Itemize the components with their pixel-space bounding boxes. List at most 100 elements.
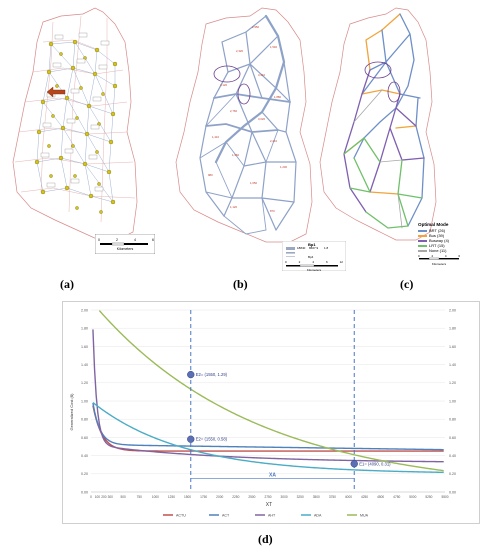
svg-text:4,120: 4,120 <box>220 83 227 87</box>
legend-entry: 1.8 <box>324 246 329 250</box>
x-tick-label: 2000 <box>216 495 223 499</box>
x-tick-label: 2750 <box>264 495 271 499</box>
series-line-act <box>92 402 444 451</box>
equilibrium-point-label: E2= (1550, 1.29) <box>196 372 228 377</box>
legend-row: Bus (39) <box>418 233 493 238</box>
y-tick-label-left: 1.60 <box>81 345 88 349</box>
x-tick-label: 4000 <box>345 495 352 499</box>
x-tick-label: 4750 <box>393 495 400 499</box>
equilibrium-point <box>187 370 195 379</box>
scalebar-graphic <box>419 257 459 260</box>
y-tick-label-right: 1.40 <box>449 363 456 367</box>
scale-tick: 4 <box>312 260 314 264</box>
network-links <box>199 14 297 235</box>
panel-d-chart: 0.00 0.20 0.40 0.60 0.80 1.00 1.20 1.40 1.60 1.80… <box>62 301 480 524</box>
y-tick-label-right: 0.40 <box>449 454 456 458</box>
x-tick-label: 500 <box>121 495 127 499</box>
svg-text:3,410: 3,410 <box>258 73 265 77</box>
panel-label-d: (d) <box>258 532 273 546</box>
legend-label: ACT <box>222 513 230 517</box>
legend-label: BRT (26) <box>429 228 446 233</box>
x-tick-label: 1000 <box>152 495 159 499</box>
legend-swatch <box>418 244 427 247</box>
x-tick-label: 2250 <box>232 495 239 499</box>
x-tick-label: 200 <box>101 495 107 499</box>
zone-centroid-markers <box>34 39 118 214</box>
y-tick-label-right: 2.00 <box>449 308 456 312</box>
svg-text:1,410: 1,410 <box>212 135 219 139</box>
x-tick-label: 2500 <box>248 495 255 499</box>
x-tick-label: 5000 <box>409 495 416 499</box>
legend-swatch <box>418 229 427 232</box>
chart-legend: ACTU ACT AHT ADA MUA <box>163 513 369 517</box>
y-tick-label-right: 1.00 <box>449 399 456 403</box>
zone-id-boxes <box>40 32 110 192</box>
legend-label: ADA <box>314 513 322 517</box>
svg-text:2,320: 2,320 <box>236 49 243 53</box>
svg-text:1,230: 1,230 <box>280 165 287 169</box>
x-tick-label: 300 <box>108 495 114 499</box>
legend-label: AHT <box>268 513 276 517</box>
x-tick-label: 5250 <box>425 495 432 499</box>
y-tick-label-left: 0.00 <box>81 490 88 494</box>
panel-c-map <box>319 7 437 241</box>
scale-tick: 6 <box>458 254 460 258</box>
svg-text:980: 980 <box>208 173 213 177</box>
scale-unit: Kilometers <box>116 247 134 251</box>
scale-tick: 12 <box>339 260 343 264</box>
y-tick-label-left: 1.80 <box>81 327 88 331</box>
panel-a-map <box>12 7 138 241</box>
y-tick-label-right: 1.20 <box>449 381 456 385</box>
svg-text:2,760: 2,760 <box>230 109 237 113</box>
legend-swatch <box>418 239 427 242</box>
highlight-ellipse <box>387 81 401 103</box>
panel-b-legend: Bp1 18840 8667.9 1.8 Bp4 0 2 4 6 12 Kilo… <box>281 240 347 272</box>
series-line-ada <box>92 401 444 474</box>
y-axis-title: Generalized Cost ($) <box>69 393 74 431</box>
y-tick-label-right: 1.80 <box>449 327 456 331</box>
scale-tick: 6 <box>325 260 328 264</box>
legend-label: MUA <box>360 513 369 517</box>
scale-tick: 2 <box>298 260 301 264</box>
series-lines <box>92 310 444 474</box>
x-tick-label: 100 <box>95 495 101 499</box>
region-outline <box>175 7 313 243</box>
scale-tick: 2 <box>116 238 118 242</box>
svg-text:2,210: 2,210 <box>270 139 277 143</box>
svg-text:3,020: 3,020 <box>258 117 265 121</box>
legend-row: BRT (26) <box>418 228 493 233</box>
equilibrium-point-label: E2= (1550, 0.58) <box>196 437 228 442</box>
highlight-ellipse <box>364 61 392 79</box>
y-tick-label-left: 1.00 <box>81 399 88 403</box>
legend-sub: Bp4 <box>308 255 314 259</box>
x-tick-label: 4500 <box>377 495 384 499</box>
x-tick-label: 1500 <box>184 495 191 499</box>
x-tick-label: 3250 <box>297 495 304 499</box>
scale-unit: Kilometers <box>306 267 322 272</box>
highlight-arrow-icon <box>46 86 66 98</box>
svg-text:1,960: 1,960 <box>232 153 239 157</box>
y-tick-label-left: 0.40 <box>81 454 88 458</box>
y-tick-label-left: 0.20 <box>81 472 88 476</box>
legend-label: None (11) <box>429 248 447 253</box>
scale-tick: 2 <box>431 254 434 258</box>
series-line-aht <box>92 329 444 463</box>
legend-label: Bus (39) <box>429 233 445 238</box>
y-tick-label-left: 1.40 <box>81 363 88 367</box>
legend-title: Bp1 <box>308 242 316 247</box>
x-tick-label: 3500 <box>313 495 320 499</box>
y-tick-label-right: 0.60 <box>449 436 456 440</box>
region-outline <box>319 7 437 241</box>
y-tick-label-right: 0.20 <box>449 472 456 476</box>
legend-swatch <box>418 249 427 252</box>
highlight-ellipse <box>213 65 241 83</box>
equilibrium-point <box>350 460 358 468</box>
x-tick-label: 3750 <box>329 495 336 499</box>
legend-label: LRT (15) <box>429 243 445 248</box>
chart-svg: 0.00 0.20 0.40 0.60 0.80 1.00 1.20 1.40 1.60 1.80… <box>69 308 456 517</box>
svg-text:1,880: 1,880 <box>274 95 281 99</box>
y-tick-label-left: 0.60 <box>81 436 88 440</box>
scale-tick: 4 <box>444 254 447 258</box>
y-axis-right: 0.00 0.20 0.40 0.60 0.80 1.00 1.20 1.40 1.60 1.80… <box>449 308 456 494</box>
panel-b-map: 2,950 1,540 2,320 3,410 4,120 1,880 2,760 3,0… <box>175 7 313 243</box>
